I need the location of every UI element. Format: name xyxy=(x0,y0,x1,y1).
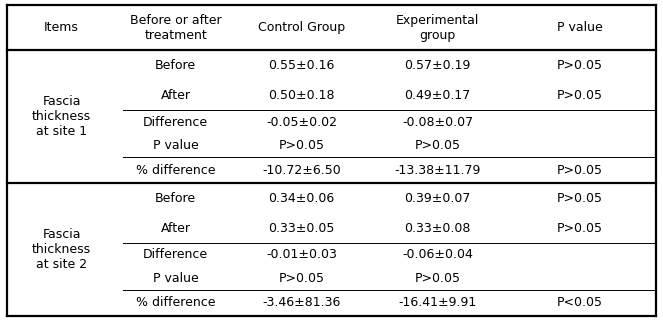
Text: 0.57±0.19: 0.57±0.19 xyxy=(404,59,471,72)
Text: After: After xyxy=(160,89,191,102)
Text: -3.46±81.36: -3.46±81.36 xyxy=(263,296,341,309)
Text: 0.50±0.18: 0.50±0.18 xyxy=(269,89,335,102)
Text: -0.08±0.07: -0.08±0.07 xyxy=(402,116,473,129)
Text: Difference: Difference xyxy=(143,116,208,129)
Text: Difference: Difference xyxy=(143,249,208,261)
Text: Before: Before xyxy=(155,59,196,72)
Text: 0.33±0.05: 0.33±0.05 xyxy=(269,222,335,235)
Text: 0.33±0.08: 0.33±0.08 xyxy=(404,222,471,235)
Text: 0.39±0.07: 0.39±0.07 xyxy=(404,191,471,205)
Text: % difference: % difference xyxy=(136,164,215,177)
Text: -0.05±0.02: -0.05±0.02 xyxy=(266,116,337,129)
Text: After: After xyxy=(160,222,191,235)
Text: P>0.05: P>0.05 xyxy=(557,164,603,177)
Text: Items: Items xyxy=(44,21,79,34)
Text: 0.55±0.16: 0.55±0.16 xyxy=(269,59,335,72)
Text: -10.72±6.50: -10.72±6.50 xyxy=(263,164,341,177)
Text: Before or after
treatment: Before or after treatment xyxy=(130,14,221,41)
Text: P>0.05: P>0.05 xyxy=(414,139,461,152)
Text: P>0.05: P>0.05 xyxy=(557,222,603,235)
Text: Control Group: Control Group xyxy=(258,21,345,34)
Text: P>0.05: P>0.05 xyxy=(557,191,603,205)
Text: P>0.05: P>0.05 xyxy=(278,272,325,285)
Text: P value: P value xyxy=(557,21,603,34)
Text: Fascia
thickness
at site 2: Fascia thickness at site 2 xyxy=(32,228,91,271)
Text: % difference: % difference xyxy=(136,296,215,309)
Text: P>0.05: P>0.05 xyxy=(278,139,325,152)
Text: 0.49±0.17: 0.49±0.17 xyxy=(404,89,471,102)
Text: P>0.05: P>0.05 xyxy=(557,59,603,72)
Text: P value: P value xyxy=(152,139,199,152)
Text: -0.01±0.03: -0.01±0.03 xyxy=(267,249,337,261)
Text: 0.34±0.06: 0.34±0.06 xyxy=(269,191,335,205)
Text: -13.38±11.79: -13.38±11.79 xyxy=(394,164,481,177)
Text: P>0.05: P>0.05 xyxy=(557,89,603,102)
Text: -0.06±0.04: -0.06±0.04 xyxy=(402,249,473,261)
Text: P<0.05: P<0.05 xyxy=(557,296,603,309)
Text: P>0.05: P>0.05 xyxy=(414,272,461,285)
Text: P value: P value xyxy=(152,272,199,285)
Text: -16.41±9.91: -16.41±9.91 xyxy=(398,296,477,309)
Text: Fascia
thickness
at site 1: Fascia thickness at site 1 xyxy=(32,95,91,138)
Text: Before: Before xyxy=(155,191,196,205)
Text: Experimental
group: Experimental group xyxy=(396,14,479,41)
